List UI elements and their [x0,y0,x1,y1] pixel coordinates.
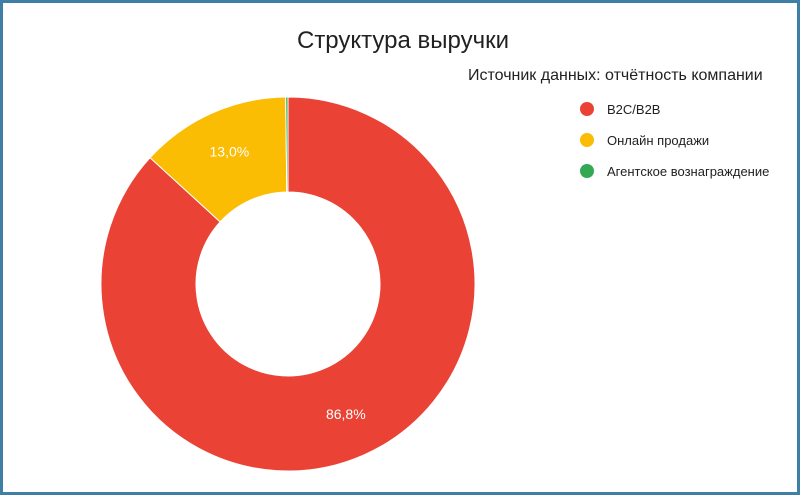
legend-item-online-sales[interactable]: Онлайн продажи [580,132,769,148]
chart-title: Структура выручки [296,27,509,54]
slice-label-b2c-b2b: 86,8% [326,406,366,422]
legend-label-online-sales: Онлайн продажи [607,132,710,148]
slice-label-online-sales: 13,0% [210,144,250,160]
legend-title: Источник данных: отчётность компании [468,67,763,84]
legend-item-agent-fee[interactable]: Агентское вознаграждение [580,163,769,179]
slice-b2c-b2b[interactable] [100,96,476,472]
legend-item-b2c-b2b[interactable]: B2C/B2B [580,101,769,117]
legend-swatch-agent-fee [580,164,594,178]
donut-chart: 86,8% 13,0% [100,96,476,472]
legend: B2C/B2B Онлайн продажи Агентское вознагр… [580,101,769,194]
slice-agent-fee[interactable] [285,96,289,193]
legend-swatch-online-sales [580,133,594,147]
legend-label-b2c-b2b: B2C/B2B [607,101,661,117]
legend-swatch-b2c-b2b [580,102,594,116]
legend-label-agent-fee: Агентское вознаграждение [607,163,770,179]
